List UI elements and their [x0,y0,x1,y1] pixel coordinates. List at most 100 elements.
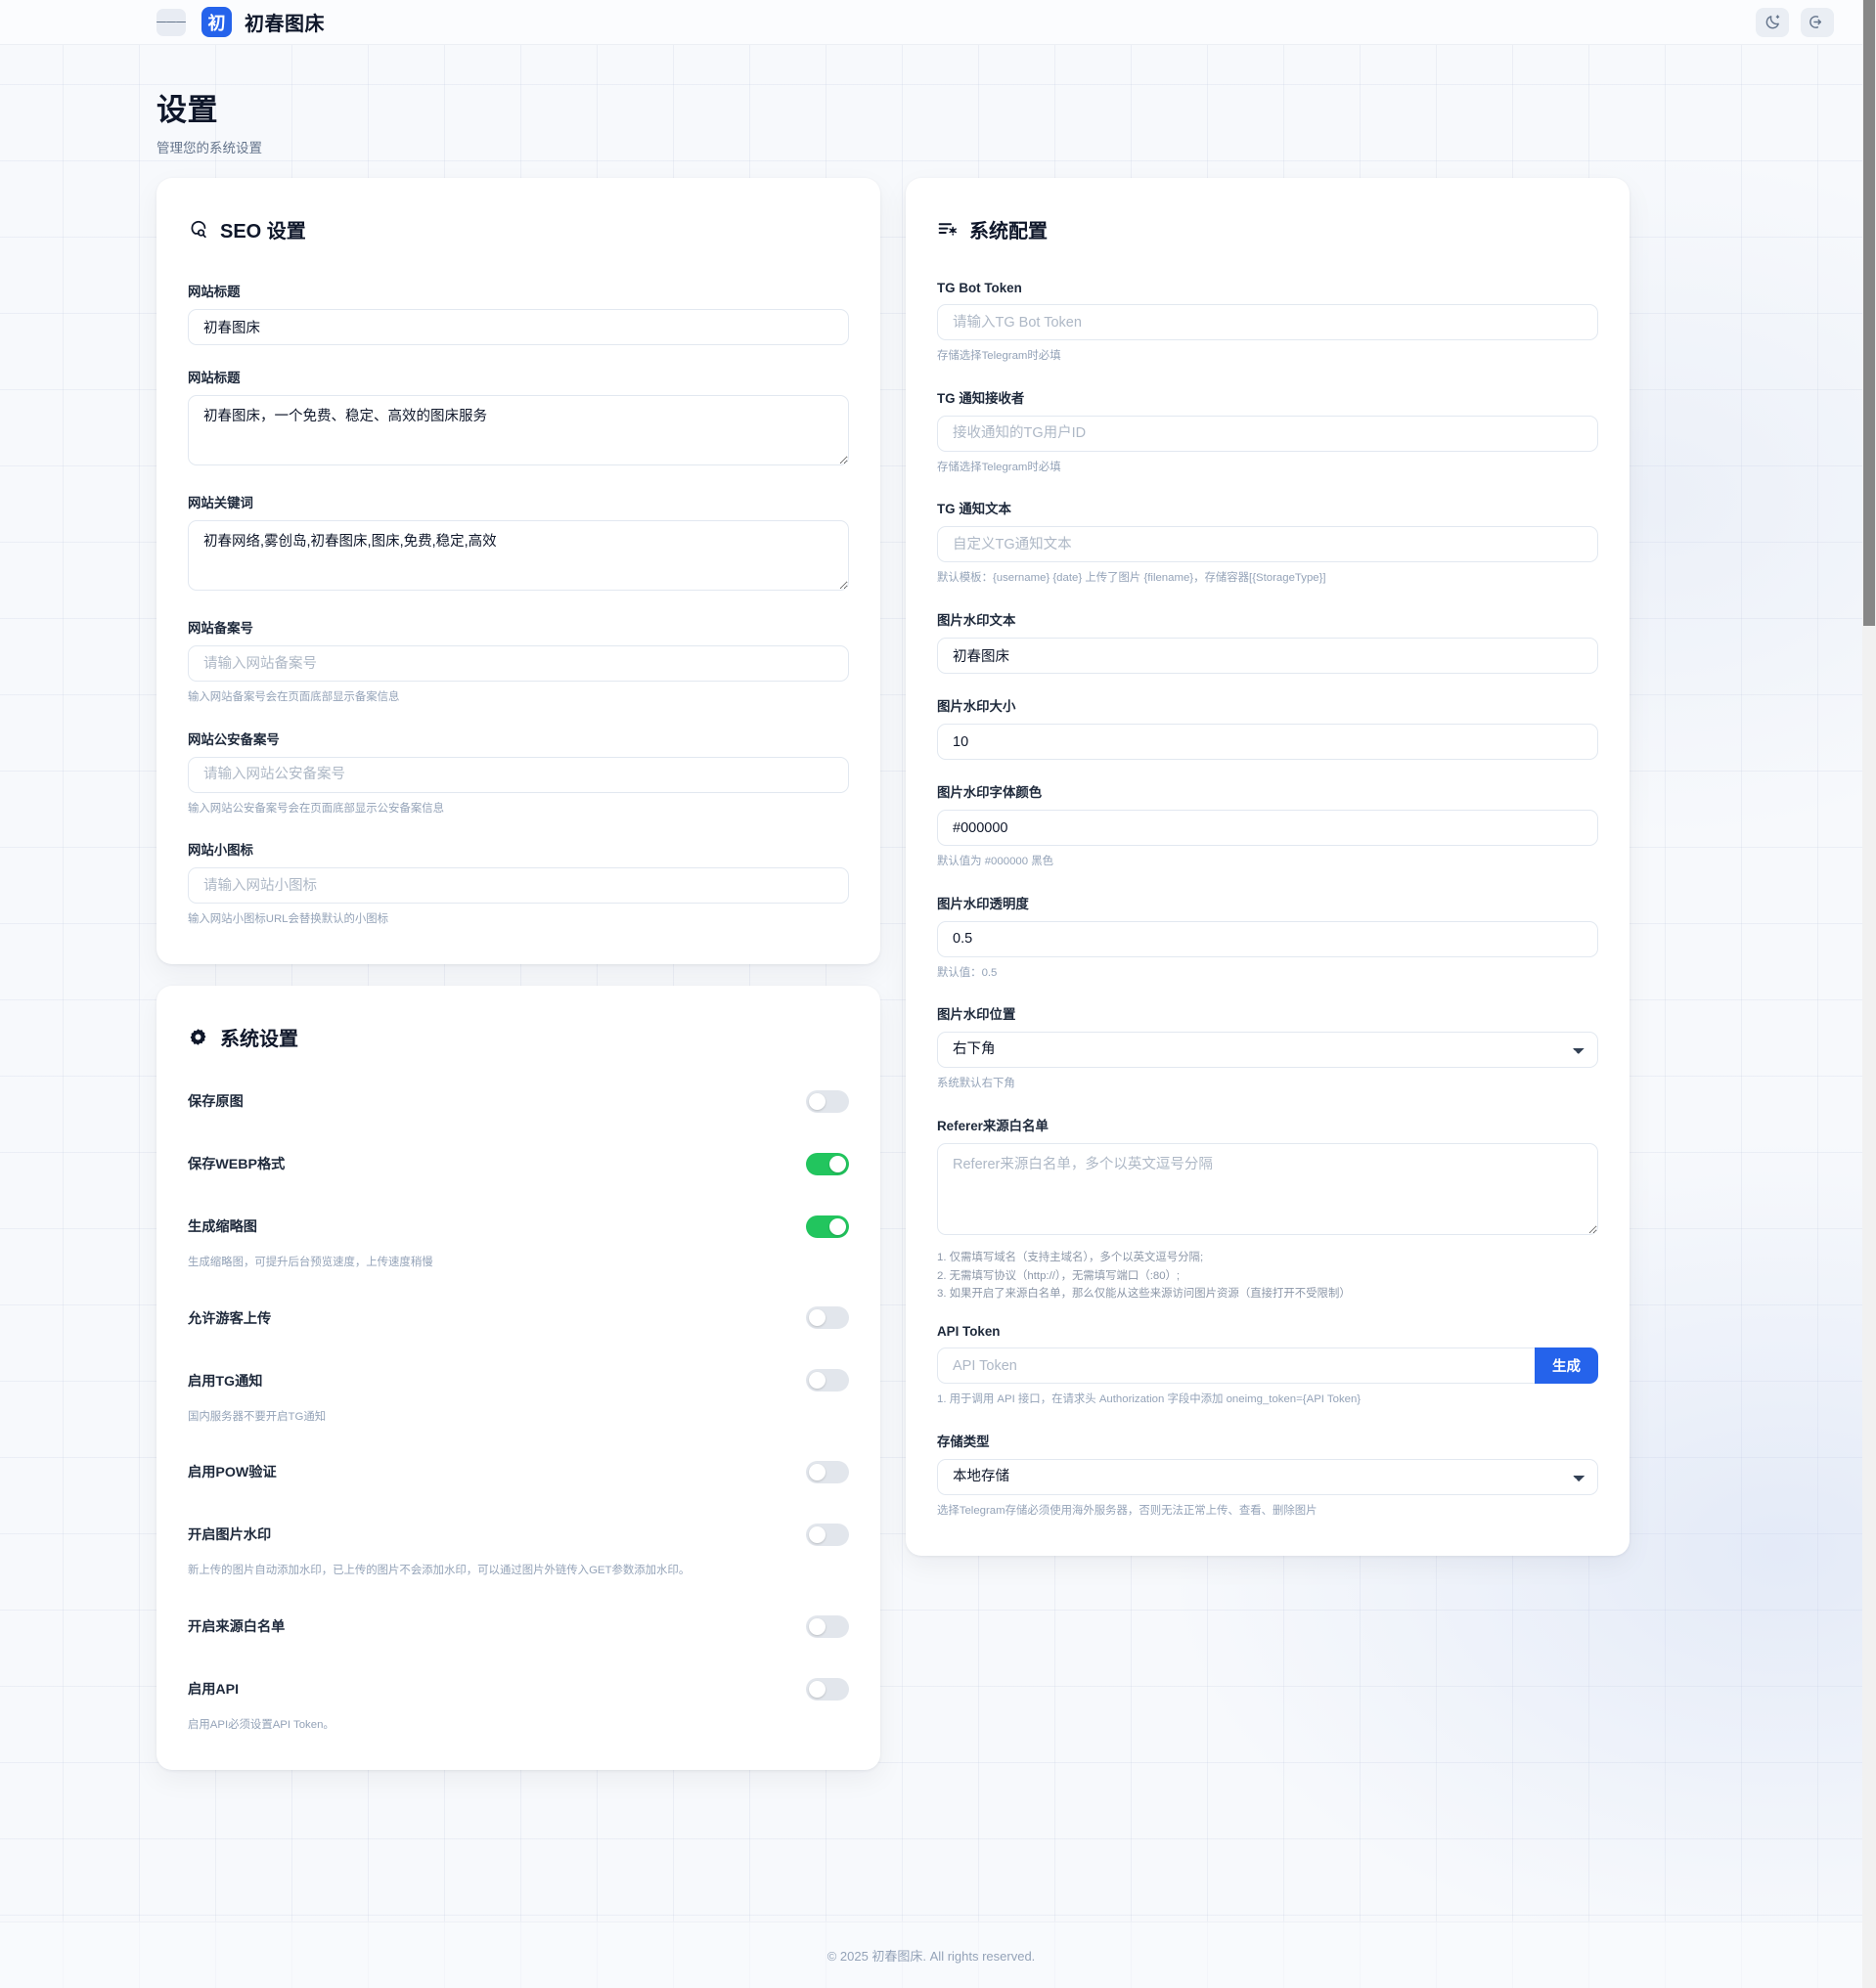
system-settings-card-title: 系统设置 [220,1029,298,1051]
label-icp-number: 网站备案号 [188,621,253,636]
settings-columns: SEO 设置 网站标题 网站标题 初春图床，一个免费、稳定、高效的图床服务 网站… [156,178,1721,1770]
api-token-input-group: 生成 [937,1347,1598,1385]
label-enable-api: 启用API [188,1682,240,1699]
toggle-row-referer-whitelist: 开启来源白名单 [188,1613,849,1639]
hint-referer-whitelist: 1. 仅需填写域名（支持主域名），多个以英文逗号分隔; 2. 无需填写协议（ht… [937,1249,1598,1303]
field-watermark-color: 图片水印字体颜色 默认值为 #000000 黑色 [937,781,1598,871]
switch-pow[interactable] [806,1460,849,1483]
field-site-description: 网站标题 初春图床，一个免费、稳定、高效的图床服务 [188,367,849,470]
hint-tg-text: 默认模板：{username} {date} 上传了图片 {filename}，… [937,572,1326,585]
hint-storage-type: 选择Telegram存储必须使用海外服务器，否则无法正常上传、查看、删除图片 [937,1505,1318,1518]
switch-referer-whitelist[interactable] [806,1614,849,1638]
logout-button[interactable] [1801,7,1834,37]
textarea-site-keywords[interactable]: 初春网络,雾创岛,初春图床,图床,免费,稳定,高效 [188,520,849,591]
seo-card-header: SEO 设置 [188,215,849,243]
label-guest-upload: 允许游客上传 [188,1310,272,1327]
page-footer: © 2025 初春图床. All rights reserved. [0,1922,1862,1988]
input-favicon[interactable] [188,867,849,905]
input-watermark-size[interactable] [937,724,1598,761]
input-site-title[interactable] [188,309,849,345]
select-watermark-position[interactable]: 右下角 [937,1032,1598,1069]
page-subtitle: 管理您的系统设置 [156,141,262,155]
hint-watermark-position: 系统默认右下角 [937,1078,1015,1090]
input-police-number[interactable] [188,756,849,793]
switch-tg-notify[interactable] [806,1369,849,1392]
hint-api-token: 1. 用于调用 API 接口，在请求头 Authorization 字段中添加 … [937,1393,1362,1406]
note-watermark: 新上传的图片自动添加水印，已上传的图片不会添加水印，可以通过图片外链传入GET参… [188,1565,691,1577]
label-police-number: 网站公安备案号 [188,731,280,747]
system-config-card-title: 系统配置 [969,221,1048,243]
input-tg-text[interactable] [937,526,1598,563]
toggle-row-enable-api: 启用API [188,1676,849,1701]
label-watermark-color: 图片水印字体颜色 [937,785,1043,801]
field-watermark-position: 图片水印位置 右下角 系统默认右下角 [937,1003,1598,1093]
label-favicon: 网站小图标 [188,843,253,859]
field-tg-bot-token: TG Bot Token 存储选择Telegram时必填 [937,281,1598,366]
toggle-row-pow: 启用POW验证 [188,1459,849,1484]
seo-card-title: SEO 设置 [220,221,306,243]
system-settings-card: 系统设置 保存原图 保存WEBP格式 生成缩略图 生成缩略图，可提升后台预览速度… [156,986,880,1770]
label-referer-whitelist: 开启来源白名单 [188,1619,286,1636]
hint-police-number: 输入网站公安备案号会在页面底部显示公安备案信息 [188,802,444,815]
field-watermark-text: 图片水印文本 [937,609,1598,675]
label-site-description: 网站标题 [188,371,241,385]
label-referer-whitelist: Referer来源白名单 [937,1119,1049,1134]
label-save-original: 保存原图 [188,1094,244,1111]
label-watermark: 开启图片水印 [188,1527,272,1544]
switch-knob [809,1372,826,1390]
label-watermark-size: 图片水印大小 [937,699,1016,715]
switch-guest-upload[interactable] [806,1306,849,1330]
switch-knob [829,1155,846,1172]
seo-settings-card: SEO 设置 网站标题 网站标题 初春图床，一个免费、稳定、高效的图床服务 网站… [156,178,880,965]
toggle-row-generate-thumbnail: 生成缩略图 [188,1214,849,1239]
switch-knob [809,1092,826,1110]
switch-knob [809,1525,826,1543]
page-scrollbar[interactable] [1862,0,1876,1988]
field-tg-text: TG 通知文本 默认模板：{username} {date} 上传了图片 {fi… [937,498,1598,588]
switch-save-original[interactable] [806,1089,849,1113]
toggle-row-save-original: 保存原图 [188,1088,849,1114]
switch-generate-thumbnail[interactable] [806,1215,849,1238]
switch-enable-api[interactable] [806,1677,849,1701]
page-title: 设置 [156,93,218,127]
label-api-token: API Token [937,1324,1001,1340]
field-site-title: 网站标题 [188,281,849,345]
label-watermark-opacity: 图片水印透明度 [937,896,1029,911]
note-enable-api: 启用API必须设置API Token。 [188,1719,335,1732]
system-config-card: 系统配置 TG Bot Token 存储选择Telegram时必填 TG 通知接… [906,178,1630,1556]
switch-save-webp[interactable] [806,1152,849,1175]
textarea-referer-whitelist[interactable] [937,1143,1598,1236]
input-tg-bot-token[interactable] [937,304,1598,340]
input-icp-number[interactable] [188,645,849,682]
gear-icon [190,1029,206,1045]
scrollbar-thumb[interactable] [1863,0,1875,626]
field-api-token: API Token 生成 1. 用于调用 API 接口，在请求头 Authori… [937,1324,1598,1409]
textarea-site-description[interactable]: 初春图床，一个免费、稳定、高效的图床服务 [188,395,849,465]
input-watermark-text[interactable] [937,638,1598,675]
label-watermark-text: 图片水印文本 [937,613,1016,629]
hint-watermark-opacity: 默认值：0.5 [937,966,998,979]
switch-knob [829,1217,846,1235]
input-tg-receiver[interactable] [937,415,1598,452]
moon-icon [1765,15,1779,29]
app-logo: 初 [201,7,232,37]
input-api-token[interactable] [937,1347,1535,1385]
switch-watermark[interactable] [806,1523,849,1546]
hint-icp-number: 输入网站备案号会在页面底部显示备案信息 [188,691,400,703]
label-tg-bot-token: TG Bot Token [937,281,1022,295]
hamburger-icon[interactable] [156,8,186,36]
label-pow: 启用POW验证 [188,1465,277,1481]
sliders-icon [938,223,958,236]
right-column: 系统配置 TG Bot Token 存储选择Telegram时必填 TG 通知接… [906,178,1630,1556]
select-storage-type[interactable]: 本地存储 [937,1459,1598,1496]
switch-knob [809,1680,826,1698]
label-watermark-position: 图片水印位置 [937,1007,1016,1023]
input-watermark-opacity[interactable] [937,920,1598,957]
label-generate-thumbnail: 生成缩略图 [188,1219,257,1236]
theme-toggle-button[interactable] [1756,7,1789,37]
generate-api-token-button[interactable]: 生成 [1535,1347,1598,1385]
field-referer-whitelist: Referer来源白名单 1. 仅需填写域名（支持主域名），多个以英文逗号分隔;… [937,1115,1598,1303]
input-watermark-color[interactable] [937,810,1598,847]
field-police-number: 网站公安备案号 输入网站公安备案号会在页面底部显示公安备案信息 [188,729,849,818]
